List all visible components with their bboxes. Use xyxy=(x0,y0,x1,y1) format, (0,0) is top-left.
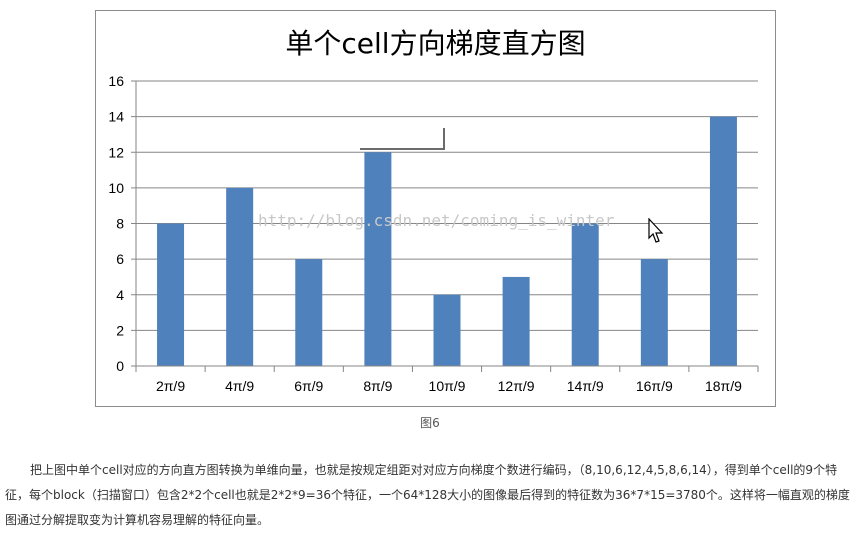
bar xyxy=(226,187,254,366)
chart-title: 单个cell方向梯度直方图 xyxy=(285,27,586,60)
bar xyxy=(157,223,185,366)
x-tick-label: 10π/9 xyxy=(429,378,466,394)
bar xyxy=(364,152,392,366)
bar xyxy=(502,276,530,366)
mouse-cursor-icon xyxy=(648,218,664,243)
x-tick-label: 4π/9 xyxy=(225,378,254,394)
y-tick-label: 4 xyxy=(116,287,124,303)
figure-caption: 图6 xyxy=(420,416,440,430)
x-tick-label: 14π/9 xyxy=(567,378,604,394)
y-tick-label: 12 xyxy=(108,144,124,160)
body-paragraph: 把上图中单个cell对应的方向直方图转换为单维向量，也就是按规定组距对对应方向梯… xyxy=(5,463,850,527)
y-tick-label: 8 xyxy=(116,216,124,232)
x-tick-label: 12π/9 xyxy=(498,378,535,394)
bar xyxy=(433,294,461,366)
bar xyxy=(709,116,737,366)
bar xyxy=(571,223,599,366)
y-tick-label: 6 xyxy=(116,251,124,267)
x-tick-label: 2π/9 xyxy=(156,378,185,394)
y-tick-label: 16 xyxy=(108,73,124,89)
y-tick-label: 2 xyxy=(116,322,124,338)
x-tick-label: 16π/9 xyxy=(636,378,673,394)
y-tick-label: 10 xyxy=(108,180,124,196)
bar xyxy=(640,259,668,366)
watermark-text: http://blog.csdn.net/coming_is_winter xyxy=(258,211,615,230)
bar xyxy=(295,259,323,366)
x-tick-label: 6π/9 xyxy=(294,378,323,394)
x-tick-label: 8π/9 xyxy=(363,378,392,394)
y-tick-label: 14 xyxy=(108,109,124,125)
bar-chart: 0 2 4 6 8 10 12 14 16 2π/9 4π/9 6π/9 8π/9 10π/9 12π/9… xyxy=(108,73,759,394)
x-tick-label: 18π/9 xyxy=(705,378,742,394)
tooltip-edge xyxy=(360,128,445,150)
y-tick-label: 0 xyxy=(116,358,124,374)
